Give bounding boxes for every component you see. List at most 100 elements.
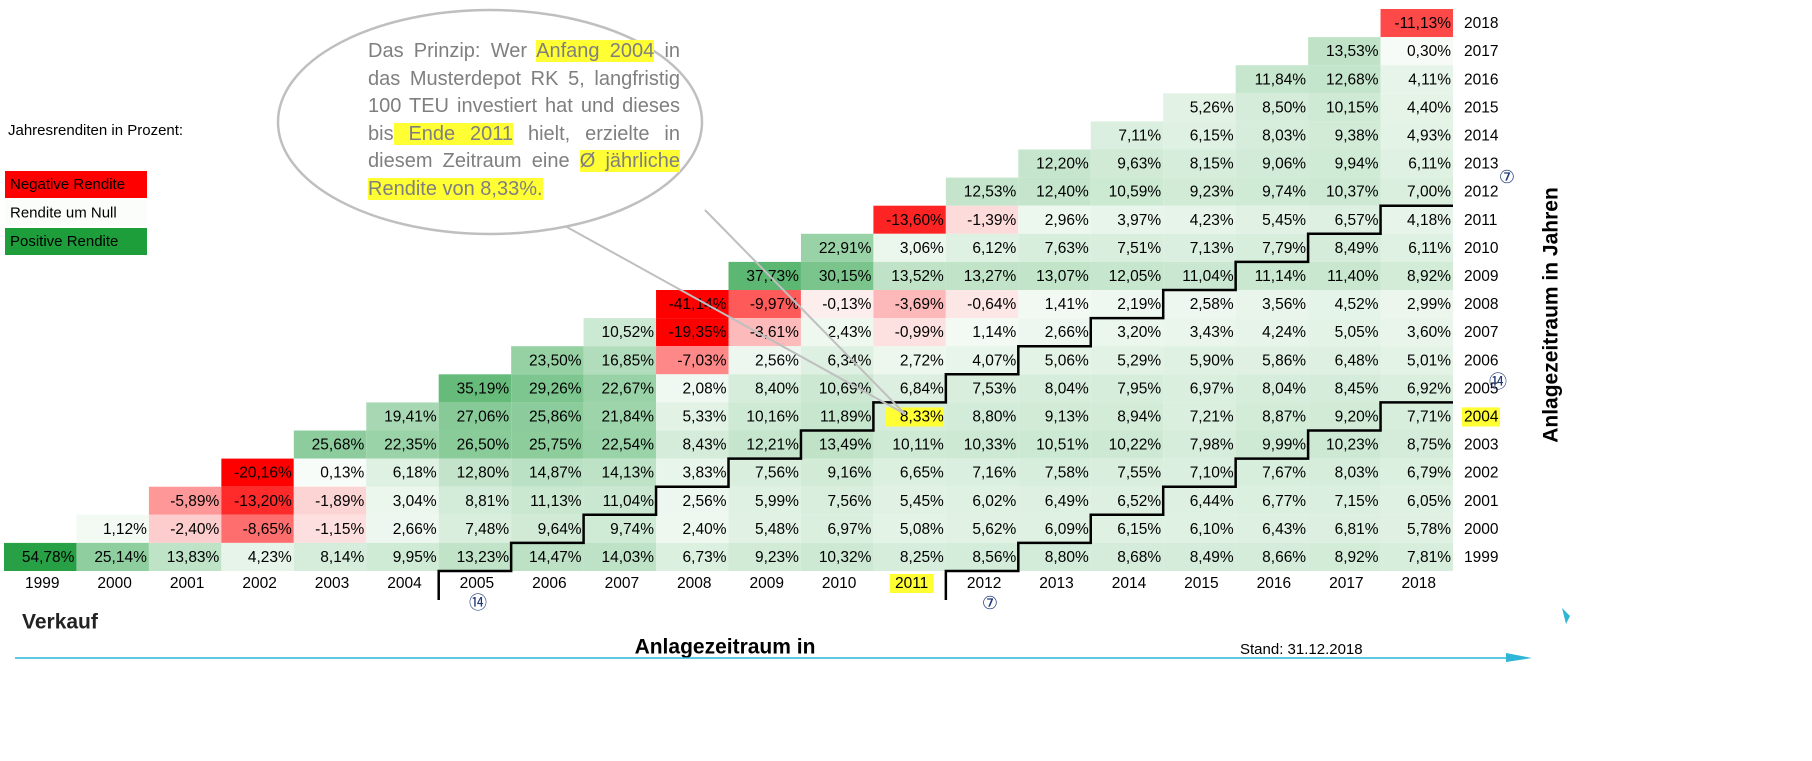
cell-bg: [873, 346, 946, 375]
row-label: 2001: [1464, 493, 1498, 510]
cell-bg: [1235, 430, 1309, 459]
cell-bg: [1018, 233, 1091, 262]
cell-bg: [1235, 542, 1309, 571]
cell-bg: [1380, 486, 1453, 515]
cell-bg: [1163, 514, 1236, 543]
cell-bg: [945, 318, 1019, 347]
cell: 37,73%: [746, 268, 799, 285]
cell-bg: [873, 233, 946, 262]
column-label: 2005: [460, 575, 494, 592]
cell: 8,80%: [1045, 549, 1089, 566]
cell: 13,53%: [1326, 43, 1379, 60]
column-label: 2000: [97, 575, 132, 592]
cell: 7,16%: [972, 465, 1016, 482]
cell: 11,13%: [530, 493, 582, 510]
cell-bg: [583, 346, 657, 375]
cell: 3,83%: [683, 465, 727, 482]
cell: 11,40%: [1327, 268, 1379, 285]
cell-bg: [293, 514, 367, 543]
cell-bg: [945, 261, 1019, 290]
cell: 2,19%: [1117, 296, 1161, 313]
column-label: 2009: [749, 575, 783, 592]
cell: 10,59%: [1109, 184, 1162, 201]
cell: 10,23%: [1326, 437, 1379, 454]
cell: 10,51%: [1036, 437, 1089, 454]
cell: 6,81%: [1335, 521, 1379, 538]
cell-bg: [728, 542, 801, 571]
cell: 2,96%: [1045, 212, 1089, 229]
cell: 8,40%: [755, 380, 799, 397]
column-label: 2012: [967, 575, 1001, 592]
cell-bg: [1018, 374, 1091, 403]
cell: 6,15%: [1117, 521, 1161, 538]
cell-bg: [1380, 121, 1453, 150]
cell: -7,03%: [677, 352, 726, 369]
legend-swatch: [5, 199, 147, 227]
cell-bg: [1308, 93, 1381, 122]
cell-bg: [800, 290, 874, 319]
row-label: 2000: [1464, 521, 1499, 538]
cell: 3,56%: [1262, 296, 1306, 313]
cell-bg: [1163, 121, 1236, 150]
callout-segment: hielt, erzielte in diesem Zeitraum eine: [368, 122, 680, 173]
cell: -0,99%: [895, 324, 944, 341]
cell: 5,29%: [1117, 352, 1161, 369]
cell: 4,24%: [1262, 324, 1306, 341]
cell: -19,35%: [669, 324, 727, 341]
cell-bg: [511, 458, 584, 487]
cell: 7,71%: [1407, 409, 1451, 426]
cell-bg: [945, 290, 1019, 319]
cell-bg: [800, 402, 874, 431]
cell-bg: [873, 514, 946, 543]
cell-bg: [1235, 261, 1309, 290]
cell: 9,74%: [610, 521, 654, 538]
column-label: 1999: [25, 575, 59, 592]
cell: 6,11%: [1408, 240, 1451, 257]
cell: 6,73%: [683, 549, 727, 566]
cell-bg: [438, 514, 512, 543]
cell: 2,56%: [755, 352, 799, 369]
cell-bg: [221, 542, 294, 571]
cell-bg: [800, 318, 874, 347]
marker: ⑭: [1489, 372, 1507, 392]
cell: 7,95%: [1117, 380, 1161, 397]
cell-bg: [583, 542, 657, 571]
cell-bg: [728, 261, 801, 290]
legend-swatch: [5, 171, 147, 198]
cell: 3,20%: [1117, 324, 1161, 341]
cell-bg: [511, 346, 584, 375]
row-label: 2004: [1464, 409, 1499, 426]
cell-bg: [148, 542, 222, 571]
cell: 8,94%: [1117, 409, 1161, 426]
cell-bg: [1380, 458, 1453, 487]
cell: 1,14%: [972, 324, 1016, 341]
cell-bg: [221, 514, 294, 543]
cell: 7,10%: [1190, 465, 1234, 482]
cell-bg: [945, 430, 1019, 459]
cell: 3,97%: [1117, 212, 1161, 229]
cell: 5,26%: [1190, 99, 1234, 116]
cell: 9,16%: [827, 465, 871, 482]
cell-bg: [800, 486, 874, 515]
cell-bg: [1308, 233, 1381, 262]
cell-bg: [1308, 402, 1381, 431]
cell: 13,52%: [891, 268, 944, 285]
cell-bg: [728, 458, 801, 487]
cell-bg: [1308, 177, 1381, 206]
cell-bg: [293, 542, 367, 571]
cell-bg: [221, 486, 294, 515]
callout-text: Das Prinzip: Wer Anfang 2004 in das Must…: [368, 38, 680, 204]
cell-bg: [1308, 205, 1381, 234]
cell: 9,95%: [393, 549, 437, 566]
cell: 6,52%: [1117, 493, 1161, 510]
cell-bg: [1308, 37, 1381, 66]
cell: 2,43%: [827, 324, 871, 341]
cell-bg: [1018, 542, 1091, 571]
x-axis-label: Anlagezeitraum in: [635, 636, 816, 659]
cell-bg: [1308, 65, 1381, 94]
cell: 13,27%: [964, 268, 1017, 285]
cell: 6,44%: [1190, 493, 1234, 510]
legend-swatch: [5, 228, 147, 255]
cell: 3,43%: [1190, 324, 1234, 341]
cell: 14,47%: [529, 549, 582, 566]
